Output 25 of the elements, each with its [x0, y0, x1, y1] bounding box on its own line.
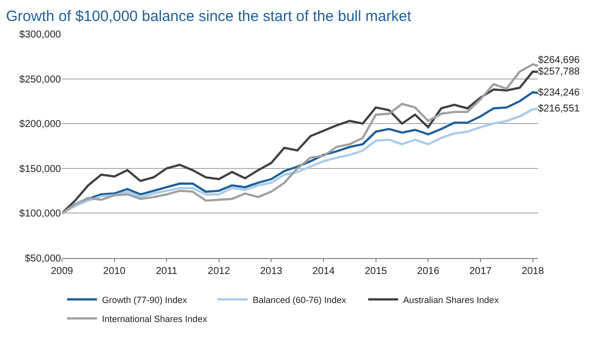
y-tick-label: $300,000: [19, 30, 62, 40]
y-tick-label: $150,000: [19, 164, 62, 175]
x-tick-label: 2018: [522, 266, 544, 277]
data-label: $234,246: [538, 87, 580, 98]
chart-title: Growth of $100,000 balance since the start of the bull market: [6, 8, 412, 25]
x-tick-label: 2014: [312, 266, 336, 277]
x-tick-label: 2015: [364, 266, 388, 277]
legend-label: Balanced (60-76) Index: [252, 294, 347, 305]
y-tick-label: $100,000: [19, 208, 62, 220]
y-tick-label: $50,000: [24, 254, 62, 264]
data-label: $257,788: [538, 66, 580, 78]
data-label: $216,551: [538, 103, 580, 114]
data-label: $264,696: [538, 55, 580, 66]
y-tick-label: $250,000: [19, 74, 62, 86]
legend-label: Australian Shares Index: [403, 294, 500, 305]
x-tick-label: 2013: [260, 266, 283, 277]
x-tick-label: 2017: [469, 266, 492, 277]
x-tick-label: 2009: [50, 266, 74, 277]
x-tick-label: 2012: [208, 266, 230, 277]
x-tick-label: 2016: [417, 266, 440, 277]
legend-label: Growth (77-90) Index: [102, 294, 188, 305]
x-tick-label: 2010: [103, 266, 126, 277]
y-tick-label: $200,000: [19, 119, 62, 130]
x-tick-label: 2011: [156, 266, 178, 277]
legend-label: International Shares Index: [102, 314, 208, 324]
